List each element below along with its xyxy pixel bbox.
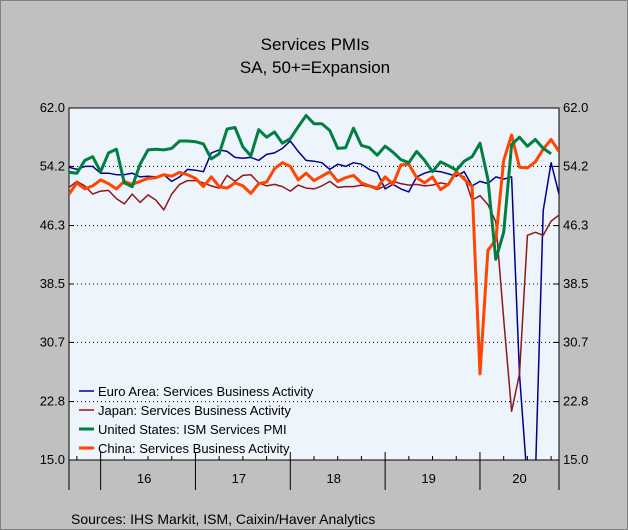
x-tick-label: 19 (421, 471, 435, 486)
y-tick-label-left: 46.3 (40, 218, 65, 233)
y-tick-label-right: 30.7 (563, 334, 588, 349)
chart-title: Services PMIs (261, 35, 370, 54)
x-tick-label: 17 (232, 471, 246, 486)
y-tick-label-left: 30.7 (40, 334, 65, 349)
y-tick-label-right: 54.2 (563, 158, 588, 173)
legend-label-1: Japan: Services Business Activity (98, 403, 291, 418)
series-line-3 (69, 133, 559, 376)
chart-subtitle: SA, 50+=Expansion (240, 58, 390, 77)
x-tick-label: 20 (512, 471, 526, 486)
x-tick-label: 16 (137, 471, 151, 486)
x-axis: 16 17 18 19 20 (68, 452, 560, 490)
legend-label-0: Euro Area: Services Business Activity (98, 384, 314, 399)
y-tick-label-left: 62.0 (40, 100, 65, 115)
legend: Euro Area: Services Business Activity Jap… (79, 384, 314, 456)
y-axis-left: 62.0 54.2 46.3 38.5 30.7 22.8 15.0 (40, 100, 74, 467)
y-tick-label-left: 38.5 (40, 276, 65, 291)
y-tick-label-right: 46.3 (563, 218, 588, 233)
y-tick-label-right: 62.0 (563, 100, 588, 115)
y-tick-label-right: 22.8 (563, 394, 588, 409)
y-tick-label-left: 15.0 (40, 452, 65, 467)
y-axis-right: 62.0 54.2 46.3 38.5 30.7 22.8 15.0 (554, 100, 588, 467)
legend-label-2: United States: ISM Services PMI (98, 422, 287, 437)
y-tick-label-left: 54.2 (40, 158, 65, 173)
series-line-2 (69, 114, 552, 261)
y-tick-label-right: 38.5 (563, 276, 588, 291)
y-tick-label-left: 22.8 (40, 394, 65, 409)
legend-label-3: China: Services Business Activity (98, 441, 290, 456)
x-tick-label: 18 (327, 471, 341, 486)
source-note: Sources: IHS Markit, ISM, Caixin/Haver A… (71, 511, 375, 527)
y-tick-label-right: 15.0 (563, 452, 588, 467)
series-lines (69, 114, 559, 460)
